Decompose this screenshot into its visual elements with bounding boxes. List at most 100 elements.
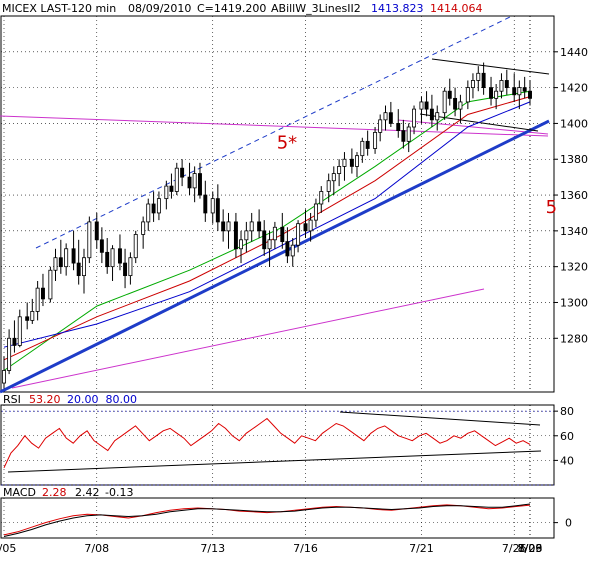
- x-tick-label: 8/03: [518, 542, 543, 555]
- x-axis: 7/05 7/08 7/13 7/16 7/21 7/267/298/038/06: [0, 542, 542, 555]
- rsi-y-tick-label: 40: [560, 454, 574, 467]
- main-y-tick-label: 1300: [560, 296, 588, 309]
- candle-body: [198, 173, 202, 196]
- rsi-lower-trendline: [7, 450, 542, 473]
- candle-body: [82, 257, 86, 277]
- candle-body: [396, 123, 401, 131]
- candle-body: [326, 180, 331, 192]
- candle-body: [2, 370, 6, 384]
- candle-body: [522, 87, 527, 92]
- candle-body: [280, 226, 285, 242]
- candle-body: [458, 101, 463, 110]
- magenta-horizontal-line: [0, 115, 549, 137]
- macd-label: MACD: [3, 486, 36, 499]
- candle-body: [313, 203, 318, 221]
- candle-body: [105, 251, 110, 268]
- candle-body: [290, 244, 295, 257]
- rsi-y-axis: 40 60 80: [554, 405, 574, 467]
- rsi-line: [3, 417, 531, 469]
- header-value1: 1413.823: [371, 2, 424, 15]
- candle-body: [285, 241, 290, 257]
- candle-body: [226, 221, 231, 232]
- header-value2: 1414.064: [430, 2, 483, 15]
- magenta-lower-line: [11, 288, 485, 389]
- main-panel-frame: [0, 15, 555, 393]
- candle-body: [319, 191, 324, 205]
- candle-body: [203, 194, 208, 214]
- candle-body: [272, 226, 277, 241]
- candle-body: [435, 112, 440, 121]
- macd-y-axis: 0: [554, 517, 572, 530]
- header-bg: [2, 0, 549, 15]
- candle-body: [303, 223, 308, 232]
- candle-body: [17, 316, 22, 346]
- candle-body: [383, 112, 388, 121]
- candle-body: [342, 158, 347, 167]
- header-symbol: MICEX LAST-120 min: [2, 2, 116, 15]
- main-y-tick-label: 1400: [560, 117, 588, 130]
- candle-body: [262, 230, 267, 250]
- candle-body: [249, 221, 254, 232]
- rsi-series: [3, 417, 531, 469]
- candle-body: [401, 130, 406, 142]
- wave-label: 5: [546, 197, 557, 218]
- main-y-tick-label: 1280: [560, 332, 588, 345]
- rsi-grid: [1, 410, 554, 486]
- candle-body: [215, 198, 220, 223]
- candle-body: [476, 72, 481, 81]
- candle-body: [174, 167, 179, 192]
- candle-body: [470, 80, 475, 89]
- candle-body: [221, 221, 226, 232]
- candle-body: [499, 80, 504, 92]
- candle-body: [378, 119, 383, 133]
- header-indicator: ABillW_3LinesII2: [271, 2, 361, 15]
- candle-body: [76, 262, 81, 277]
- candle-body: [406, 126, 411, 142]
- candle-body: [30, 311, 35, 321]
- x-tick-label: 7/29: [518, 542, 543, 555]
- candles: [2, 62, 532, 389]
- wave-annotations: 5*5yxhf: [277, 132, 557, 218]
- candle-body: [187, 176, 192, 189]
- candle-body: [331, 173, 336, 182]
- triangle-upper-line: [431, 58, 550, 75]
- candle-body: [87, 221, 92, 259]
- rsi-upper-trendline: [339, 411, 541, 426]
- candle-body: [419, 101, 424, 110]
- candle-body: [442, 90, 447, 114]
- rsi-y-tick-label: 80: [560, 405, 574, 418]
- candle-body: [308, 219, 313, 232]
- candle-body: [512, 87, 517, 96]
- candle-body: [94, 221, 99, 241]
- candle-body: [35, 287, 40, 312]
- candle-body: [388, 112, 393, 124]
- main-y-axis: 1280 1300 1320 1340 1360 1380 1400 1420 1440: [554, 46, 588, 345]
- candle-body: [7, 337, 12, 371]
- candle-body: [447, 90, 452, 99]
- wave-label: 5*: [277, 132, 297, 153]
- main-y-tick-label: 1340: [560, 225, 588, 238]
- header-close: C=1419.200: [197, 2, 266, 15]
- x-tick-label: 7/21: [409, 542, 434, 555]
- candle-body: [257, 221, 262, 232]
- candle-body: [210, 198, 215, 214]
- candle-body: [180, 167, 185, 178]
- candle-body: [117, 248, 122, 264]
- rsi-value: 53.20: [29, 393, 61, 406]
- header-date: 08/09/2010: [128, 2, 191, 15]
- candle-body: [151, 203, 156, 214]
- candle-body: [233, 221, 238, 250]
- candle-body: [71, 248, 76, 264]
- macd-panel-frame: [0, 497, 555, 539]
- candle-body: [99, 239, 104, 253]
- candle-body: [128, 257, 133, 277]
- x-tick-label: 7/26: [502, 542, 527, 555]
- magenta-trendlines: [0, 115, 549, 389]
- candle-body: [429, 108, 434, 121]
- candle-body: [40, 287, 45, 300]
- candle-body: [141, 221, 146, 235]
- candle-body: [53, 257, 58, 271]
- candle-body: [244, 230, 249, 241]
